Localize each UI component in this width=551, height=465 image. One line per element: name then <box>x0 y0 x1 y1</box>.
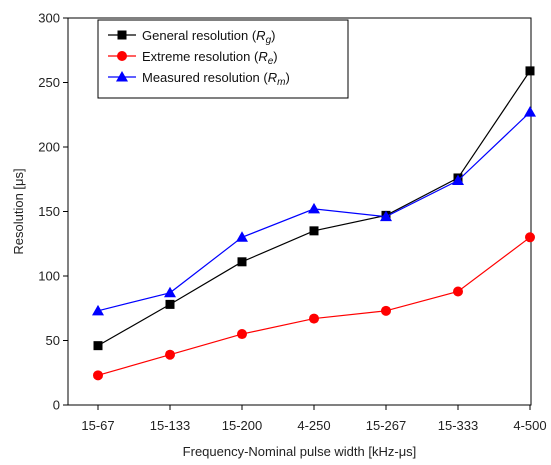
legend-label-subscript: g <box>266 35 272 46</box>
data-point <box>165 349 175 360</box>
legend-label-name: Measured resolution ( <box>142 70 268 85</box>
x-tick-label: 15-133 <box>150 418 190 433</box>
legend-label-suffix: ) <box>273 49 277 64</box>
legend-label-suffix: ) <box>271 28 275 43</box>
data-point <box>93 370 103 381</box>
series-line <box>97 236 531 376</box>
legend-label-symbol: R <box>268 70 277 85</box>
data-point <box>236 231 248 242</box>
legend-label-symbol: R <box>258 49 267 64</box>
plot-area-frame <box>67 17 532 406</box>
legend-label-suffix: ) <box>285 70 289 85</box>
series-m <box>92 106 536 316</box>
y-tick-label: 200 <box>38 140 60 155</box>
y-tick-label: 150 <box>38 204 60 219</box>
series-layer <box>92 66 536 381</box>
x-tick-label: 4-250 <box>297 418 330 433</box>
y-tick-label: 100 <box>38 269 60 284</box>
data-point <box>309 226 319 236</box>
data-point <box>237 257 247 267</box>
legend-label-subscript: m <box>277 77 285 88</box>
legend-marker <box>117 51 127 61</box>
legend-label: Extreme resolution (Re) <box>142 49 278 67</box>
data-point <box>452 174 464 186</box>
x-tick-label: 15-200 <box>222 418 262 433</box>
y-axis-title: Resolution [μs] <box>11 168 26 254</box>
data-point <box>453 286 463 297</box>
legend-label: General resolution (Rg) <box>142 28 275 46</box>
data-point <box>165 299 175 309</box>
data-point <box>308 202 320 214</box>
x-tick-label: 15-267 <box>366 418 406 433</box>
y-tick-label: 0 <box>53 398 60 413</box>
legend-marker <box>117 30 127 40</box>
legend-marker <box>116 71 128 82</box>
data-point <box>93 341 103 351</box>
y-tick-label: 50 <box>46 333 60 348</box>
data-point <box>524 106 536 117</box>
y-tick-label: 300 <box>38 11 60 26</box>
legend-box <box>97 19 349 99</box>
legend-label-subscript: e <box>268 56 274 67</box>
legend-label-name: Extreme resolution ( <box>142 49 259 64</box>
x-axis-title: Frequency-Nominal pulse width [kHz-μs] <box>183 444 417 459</box>
x-tick-label: 15-67 <box>81 418 114 433</box>
x-tick-label: 15-333 <box>438 418 478 433</box>
data-point <box>92 304 104 316</box>
legend: General resolution (Rg)Extreme resolutio… <box>97 19 349 99</box>
x-axis-ticks: 15-67 15-133 15-200 4-250 15-267 15-333 4-500 <box>81 405 547 433</box>
data-point <box>381 305 391 316</box>
data-point <box>525 232 535 243</box>
data-point <box>237 329 247 340</box>
y-axis-ticks: 0 50 100 150 200 250 300 <box>38 11 68 413</box>
x-tick-label: 4-500 <box>513 418 546 433</box>
legend-label-name: General resolution ( <box>142 28 257 43</box>
y-tick-label: 250 <box>38 75 60 90</box>
series-e <box>93 232 535 381</box>
data-point <box>309 313 319 324</box>
data-point <box>525 66 535 76</box>
legend-label: Measured resolution (Rm) <box>142 70 290 88</box>
legend-label-symbol: R <box>256 28 265 43</box>
data-point <box>164 286 176 298</box>
data-point <box>380 210 392 222</box>
